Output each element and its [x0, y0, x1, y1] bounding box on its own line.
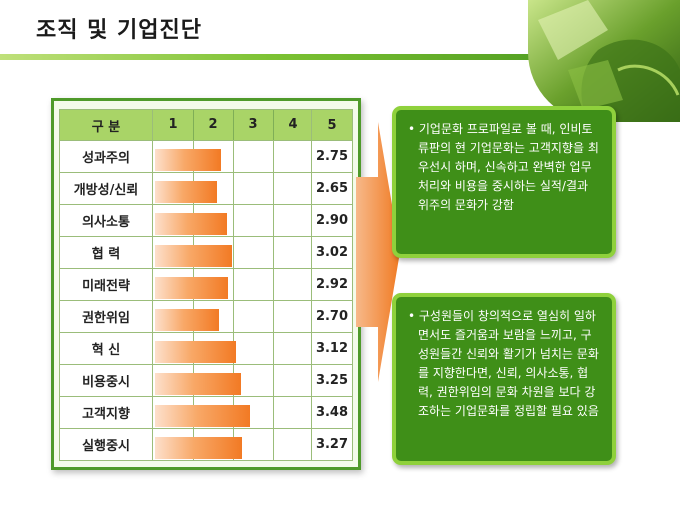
category-label: 고객지향 — [59, 396, 153, 429]
table-row: 비용중시 3.25 — [59, 364, 353, 397]
table-row: 성과주의 2.75 — [59, 140, 353, 173]
bar-cell — [152, 268, 312, 301]
value-label: 2.90 — [311, 204, 353, 237]
bar-mark — [155, 309, 219, 331]
table-row: 협 력 3.02 — [59, 236, 353, 269]
summary-card-2-text: • 구성원들이 창의적으로 열심히 일하면서도 즐거움과 보람을 느끼고, 구성… — [408, 309, 599, 418]
value-label: 2.92 — [311, 268, 353, 301]
bar-cell — [152, 364, 312, 397]
category-label: 성과주의 — [59, 140, 153, 173]
bar-cell — [152, 300, 312, 333]
title-underline — [0, 54, 680, 60]
value-label: 3.27 — [311, 428, 353, 461]
bar-mark — [155, 405, 251, 427]
value-label: 3.25 — [311, 364, 353, 397]
table-row: 권한위임 2.70 — [59, 300, 353, 333]
table-row: 미래전략 2.92 — [59, 268, 353, 301]
category-label: 권한위임 — [59, 300, 153, 333]
header-scale-1: 1 — [168, 117, 178, 132]
header-scale-5: 5 — [311, 109, 353, 141]
bar-cell — [152, 332, 312, 365]
bar-cell — [152, 396, 312, 429]
table-row: 고객지향 3.48 — [59, 396, 353, 429]
category-label: 개방성/신뢰 — [59, 172, 153, 205]
category-label: 의사소통 — [59, 204, 153, 237]
bar-cell — [152, 204, 312, 237]
table-row: 개방성/신뢰 2.65 — [59, 172, 353, 205]
header-scale-2: 2 — [208, 117, 218, 132]
value-label: 2.75 — [311, 140, 353, 173]
category-label: 협 력 — [59, 236, 153, 269]
table-row: 실행중시 3.27 — [59, 428, 353, 461]
summary-card-1-text: • 기업문화 프로파일로 볼 때, 인비토류판의 현 기업문화는 고객지향을 최… — [408, 122, 599, 212]
corner-decoration-image — [528, 0, 680, 122]
value-label: 3.02 — [311, 236, 353, 269]
header-scale: 1 2 3 4 — [152, 109, 312, 141]
value-label: 3.48 — [311, 396, 353, 429]
bar-mark — [155, 213, 227, 235]
header-scale-3: 3 — [248, 117, 258, 132]
bar-cell — [152, 172, 312, 205]
bar-mark — [155, 341, 236, 363]
table-header-row: 구 분 1 2 3 4 5 — [59, 109, 353, 141]
bar-mark — [155, 181, 217, 203]
value-label: 3.12 — [311, 332, 353, 365]
header-category: 구 분 — [59, 109, 153, 141]
category-label: 미래전략 — [59, 268, 153, 301]
category-label: 혁 신 — [59, 332, 153, 365]
bar-cell — [152, 236, 312, 269]
bar-mark — [155, 245, 232, 267]
bar-mark — [155, 437, 242, 459]
value-label: 2.70 — [311, 300, 353, 333]
category-label: 비용중시 — [59, 364, 153, 397]
value-label: 2.65 — [311, 172, 353, 205]
orange-arrow-icon — [356, 122, 400, 382]
table-row: 혁 신 3.12 — [59, 332, 353, 365]
bar-mark — [155, 373, 241, 395]
summary-card-2: • 구성원들이 창의적으로 열심히 일하면서도 즐거움과 보람을 느끼고, 구성… — [392, 293, 616, 465]
page-title: 조직 및 기업진단 — [36, 18, 202, 43]
summary-card-1: • 기업문화 프로파일로 볼 때, 인비토류판의 현 기업문화는 고객지향을 최… — [392, 106, 616, 258]
bar-mark — [155, 149, 221, 171]
header-scale-4: 4 — [288, 117, 298, 132]
table-row: 의사소통 2.90 — [59, 204, 353, 237]
category-label: 실행중시 — [59, 428, 153, 461]
bar-mark — [155, 277, 228, 299]
bar-cell — [152, 140, 312, 173]
bar-cell — [152, 428, 312, 461]
